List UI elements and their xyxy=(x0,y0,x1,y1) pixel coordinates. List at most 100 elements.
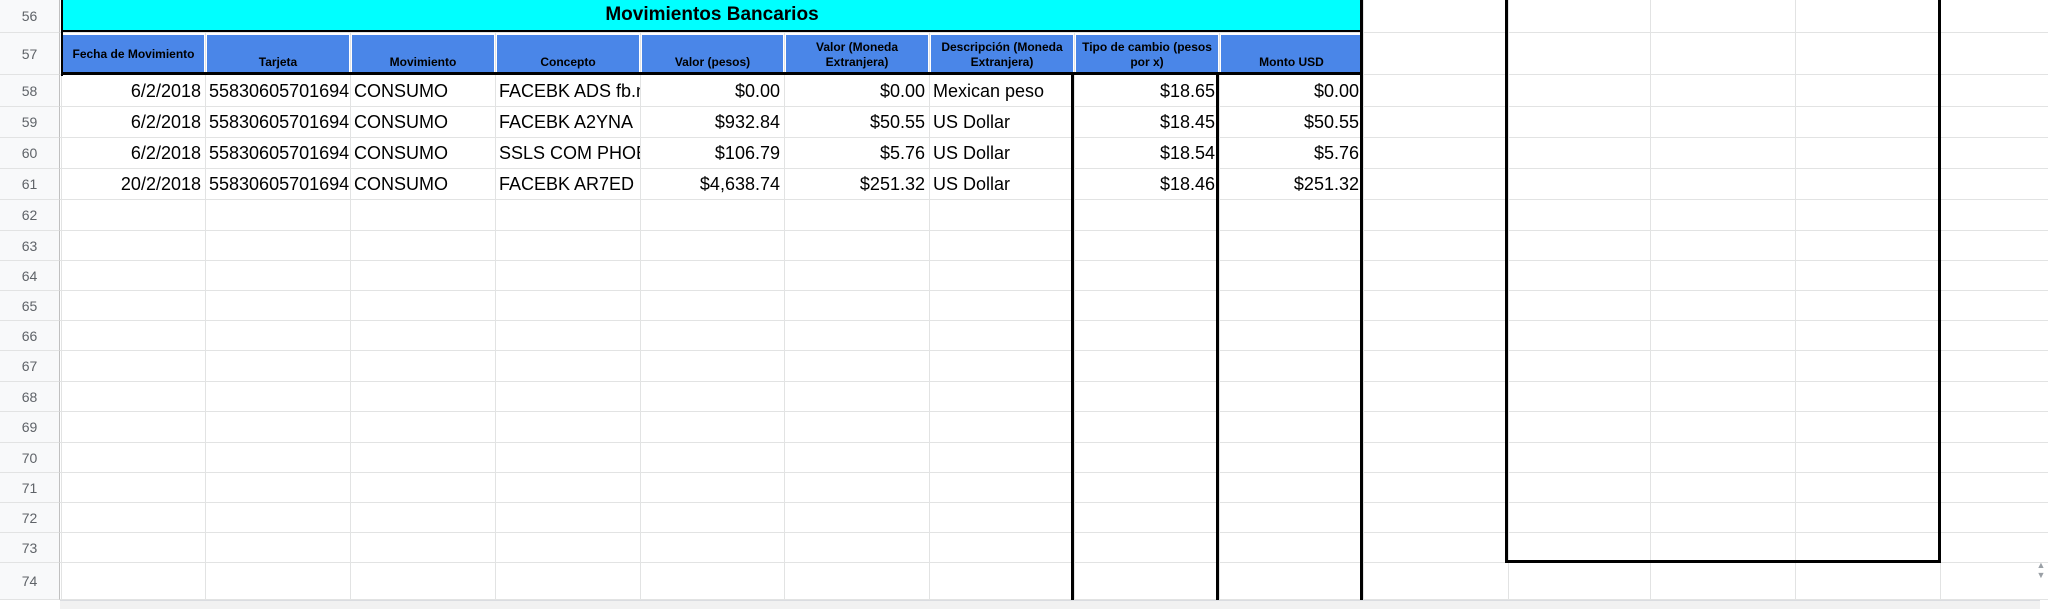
row-header[interactable]: 63 xyxy=(0,231,60,261)
grid-horizontal-line xyxy=(60,320,2048,321)
grid-horizontal-line xyxy=(60,472,2048,473)
table-cell[interactable]: $106.79 xyxy=(714,143,780,163)
table-cell[interactable]: US Dollar xyxy=(933,112,1011,132)
table-title: Movimientos Bancarios xyxy=(61,0,1363,32)
table-cell[interactable]: SSLS COM PHOENIX xyxy=(499,143,640,163)
column-header: Fecha de Movimiento xyxy=(63,35,204,72)
table-cell[interactable]: FACEBK ADS fb.me xyxy=(499,80,640,101)
row-header[interactable]: 74 xyxy=(0,563,60,600)
grid-horizontal-line xyxy=(60,562,2048,563)
row-header[interactable]: 72 xyxy=(0,503,60,533)
grid-vertical-line xyxy=(350,0,351,608)
grid-vertical-line xyxy=(1508,0,1509,608)
row-header[interactable]: 60 xyxy=(0,138,60,169)
grid-vertical-line xyxy=(784,0,785,608)
column-header: Valor (Moneda Extranjera) xyxy=(786,35,928,72)
table-cell[interactable]: $0.00 xyxy=(734,80,780,101)
table-cell[interactable]: Mexican peso xyxy=(933,80,1045,101)
row-header[interactable]: 73 xyxy=(0,533,60,563)
table-cell[interactable]: 558306057016949 xyxy=(209,112,350,132)
grid-horizontal-line xyxy=(60,502,2048,503)
table-cell[interactable]: $251.32 xyxy=(1293,174,1359,194)
row-header[interactable]: 65 xyxy=(0,291,60,321)
table-cell[interactable]: CONSUMO xyxy=(354,143,448,163)
table-cell[interactable]: 20/2/2018 xyxy=(120,174,201,194)
table-cell[interactable]: $5.76 xyxy=(879,143,925,163)
table-cell[interactable]: $0.00 xyxy=(1313,80,1359,101)
column-header: Descripción (Moneda Extranjera) xyxy=(931,35,1073,72)
grid-vertical-line xyxy=(205,0,206,608)
table-cell[interactable]: CONSUMO xyxy=(354,112,448,132)
header-bottom-border xyxy=(61,72,1363,75)
table-cell[interactable]: $932.84 xyxy=(714,112,780,132)
table-cell[interactable]: $4,638.74 xyxy=(699,174,780,194)
row-header[interactable]: 57 xyxy=(0,33,60,75)
grid-horizontal-line xyxy=(60,230,2048,231)
row-header[interactable]: 56 xyxy=(0,0,60,33)
table-cell[interactable]: $50.55 xyxy=(869,112,925,132)
column-header: Tipo de cambio (pesos por x) xyxy=(1076,35,1218,72)
vertical-scrollbar[interactable]: ▲ ▼ xyxy=(2034,560,2048,608)
empty-bordered-box xyxy=(1505,0,1941,563)
grid-horizontal-line xyxy=(60,106,2048,107)
horizontal-scrollbar[interactable] xyxy=(60,600,2040,609)
row-header[interactable]: 61 xyxy=(0,169,60,200)
table-cell[interactable]: $18.46 xyxy=(1159,174,1215,194)
column-divider xyxy=(61,32,63,76)
table-cell[interactable]: 6/2/2018 xyxy=(130,80,201,101)
table-cell[interactable]: 6/2/2018 xyxy=(130,143,201,163)
grid-horizontal-line xyxy=(60,442,2048,443)
grid-horizontal-line xyxy=(60,350,2048,351)
row-header[interactable]: 68 xyxy=(0,382,60,412)
scroll-up-icon[interactable]: ▲ xyxy=(2036,560,2046,570)
grid-horizontal-line xyxy=(60,137,2048,138)
table-cell[interactable]: $50.55 xyxy=(1303,112,1359,132)
row-header[interactable]: 58 xyxy=(0,75,60,107)
grid-horizontal-line xyxy=(60,599,2048,600)
column-header: Movimiento xyxy=(352,35,494,72)
grid-vertical-line xyxy=(1074,0,1075,608)
row-header[interactable]: 64 xyxy=(0,261,60,291)
table-cell[interactable]: $0.00 xyxy=(879,80,925,101)
grid-horizontal-line xyxy=(60,290,2048,291)
table-cell[interactable]: FACEBK AR7ED xyxy=(499,174,635,194)
table-cell[interactable]: 6/2/2018 xyxy=(130,112,201,132)
row-header[interactable]: 70 xyxy=(0,443,60,473)
grid-horizontal-line xyxy=(60,532,2048,533)
table-cell[interactable]: 558306057016949 xyxy=(209,174,350,194)
grid-horizontal-line xyxy=(60,32,2048,33)
table-cell[interactable]: CONSUMO xyxy=(354,174,448,194)
row-header[interactable]: 59 xyxy=(0,107,60,138)
row-header[interactable]: 71 xyxy=(0,473,60,503)
grid-horizontal-line xyxy=(60,260,2048,261)
table-cell[interactable]: $251.32 xyxy=(859,174,925,194)
table-cell[interactable]: $18.45 xyxy=(1159,112,1215,132)
table-cell[interactable]: 558306057016949 xyxy=(209,80,350,101)
table-cell[interactable]: CONSUMO xyxy=(354,80,448,101)
grid-vertical-line xyxy=(495,0,496,608)
row-header[interactable]: 62 xyxy=(0,200,60,231)
row-header[interactable]: 66 xyxy=(0,321,60,351)
column-header: Concepto xyxy=(497,35,639,72)
column-header: Monto USD xyxy=(1221,35,1362,72)
grid-vertical-line xyxy=(640,0,641,608)
grid-horizontal-line xyxy=(60,168,2048,169)
row-header[interactable]: 67 xyxy=(0,351,60,382)
column-divider xyxy=(1216,72,1219,608)
row-header[interactable]: 69 xyxy=(0,412,60,443)
grid-vertical-line xyxy=(1650,0,1651,608)
table-right-border xyxy=(1360,0,1363,608)
table-cell[interactable]: $18.54 xyxy=(1159,143,1215,163)
table-cell[interactable]: US Dollar xyxy=(933,174,1011,194)
column-divider xyxy=(1071,72,1074,608)
scroll-down-icon[interactable]: ▼ xyxy=(2036,570,2046,580)
table-cell[interactable]: 558306057016949 xyxy=(209,143,350,163)
column-header: Tarjeta xyxy=(207,35,349,72)
grid-vertical-line xyxy=(1795,0,1796,608)
table-cell[interactable]: FACEBK A2YNA xyxy=(499,112,634,132)
grid-horizontal-line xyxy=(60,199,2048,200)
table-cell[interactable]: US Dollar xyxy=(933,143,1011,163)
column-header: Valor (pesos) xyxy=(642,35,783,72)
table-cell[interactable]: $5.76 xyxy=(1313,143,1359,163)
table-cell[interactable]: $18.65 xyxy=(1159,80,1215,101)
